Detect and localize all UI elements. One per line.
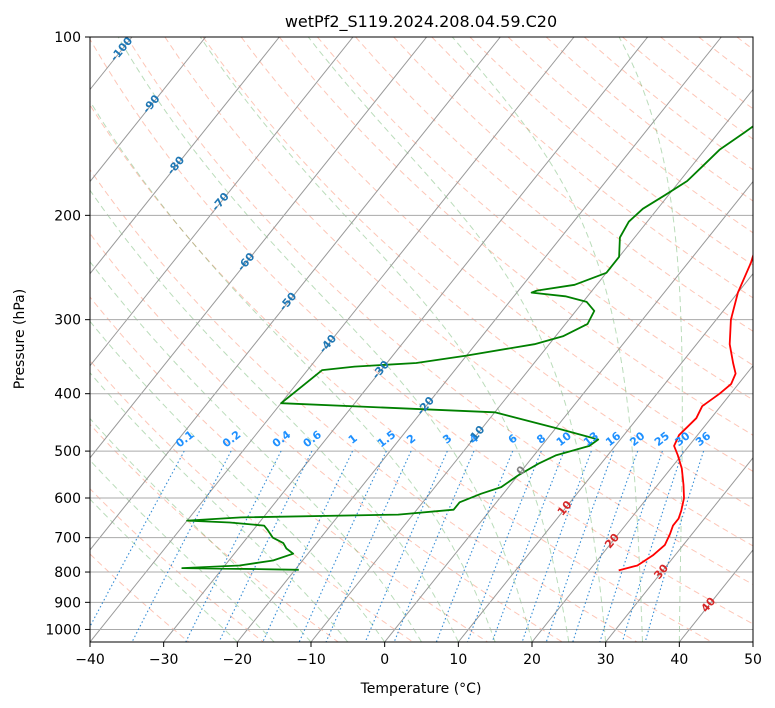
x-tick-label: 0 — [380, 652, 389, 668]
x-tick-label: −40 — [75, 652, 105, 668]
dry-adiabat — [240, 37, 753, 472]
x-tick-label: 30 — [597, 652, 615, 668]
mixing-ratio-line — [435, 450, 514, 642]
dry-adiabat — [90, 232, 563, 642]
isotherm-line — [90, 37, 428, 459]
mixing-ratio-line — [218, 450, 313, 642]
data-layer — [181, 125, 753, 572]
moist-adiabat — [90, 320, 386, 642]
dry-adiabat — [393, 37, 753, 332]
isotherm-line — [236, 37, 722, 642]
x-tick-label: 40 — [670, 652, 688, 668]
mixing-ratio-line — [572, 450, 639, 642]
moist-adiabat — [618, 37, 683, 642]
isotherm-line — [90, 37, 280, 275]
y-tick-label: 900 — [54, 595, 81, 611]
dry-adiabat — [431, 37, 753, 299]
mixing-ratio-line — [131, 450, 232, 642]
dry-adiabat — [90, 38, 753, 625]
tick-layer: −40 −30 −20 −10 0 10 20 30 40 50 100 200 300 400 500 60… — [45, 30, 762, 668]
x-axis-title: Temperature (°C) — [360, 681, 482, 697]
dry-adiabat — [90, 104, 712, 642]
x-tick-label: −30 — [149, 652, 179, 668]
y-tick-label: 300 — [54, 313, 81, 329]
isotherm-line — [605, 457, 753, 642]
chart-title: wetPf2_S119.2024.208.04.59.C20 — [285, 12, 557, 32]
grid-layer — [90, 37, 753, 642]
isotherm-line — [90, 37, 354, 367]
mixing-ratio-line — [466, 450, 542, 642]
mixing-ratio-line — [393, 450, 475, 642]
temperature-line — [618, 252, 753, 572]
plot-frame — [89, 36, 754, 643]
y-axis-title: Pressure (hPa) — [12, 289, 28, 389]
dewpoint-line — [181, 125, 753, 571]
mixing-ratio-line — [262, 450, 353, 642]
mixing-ratio-line — [90, 450, 185, 628]
moist-adiabat — [90, 100, 496, 642]
moist-adiabat — [199, 37, 570, 642]
moist-adiabat — [90, 260, 422, 642]
x-tick-label: −10 — [296, 652, 326, 668]
y-tick-label: 800 — [54, 565, 81, 581]
isotherm-line — [90, 37, 207, 183]
y-tick-label: 100 — [54, 30, 81, 46]
x-tick-label: 50 — [744, 652, 762, 668]
moist-adiabat — [90, 189, 459, 642]
moist-adiabat — [451, 37, 643, 642]
y-tick-label: 500 — [54, 444, 81, 460]
isotherm-line — [457, 272, 753, 642]
dry-adiabat — [90, 296, 488, 642]
dry-adiabat — [90, 488, 264, 642]
y-tick-label: 1000 — [45, 622, 81, 638]
mixing-ratio-line — [298, 450, 387, 642]
x-tick-label: 10 — [449, 652, 467, 668]
x-tick-label: 20 — [523, 652, 541, 668]
moist-adiabat — [307, 37, 607, 642]
mixing-ratio-line — [185, 450, 282, 642]
moist-adiabat — [90, 498, 238, 642]
isotherm-line — [531, 364, 753, 642]
y-tick-label: 200 — [54, 208, 81, 224]
mixing-ratio-line — [491, 450, 565, 642]
x-tick-label: −20 — [223, 652, 253, 668]
isotherm-line — [90, 37, 575, 642]
y-tick-label: 700 — [54, 531, 81, 547]
moist-adiabat — [117, 37, 533, 642]
dry-adiabat — [202, 37, 753, 509]
isotherm-line — [90, 37, 501, 551]
dry-adiabat — [126, 37, 753, 586]
mixing-ratio-line — [521, 450, 592, 642]
dry-adiabat — [90, 168, 638, 642]
dry-adiabat — [164, 37, 753, 547]
y-tick-label: 400 — [54, 387, 81, 403]
mixing-ratio-line — [599, 450, 663, 642]
moist-adiabat — [90, 372, 349, 642]
y-tick-label: 600 — [54, 491, 81, 507]
isotherm-line — [163, 37, 649, 642]
isotherm-line — [384, 180, 753, 642]
moist-adiabat — [90, 459, 275, 642]
